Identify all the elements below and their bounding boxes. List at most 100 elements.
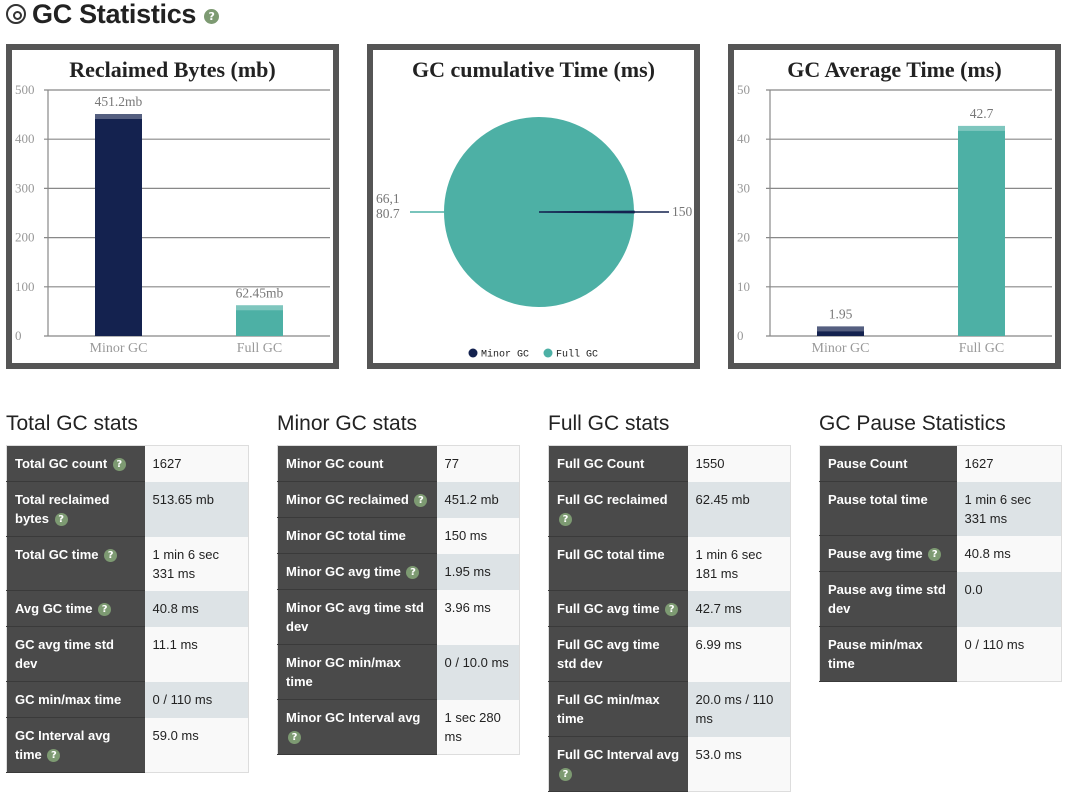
minor-gc-stats-table: Minor GC count 77 Minor GC reclaimed ? 451.… bbox=[277, 445, 520, 755]
stat-key-label: Full GC Interval avg bbox=[557, 747, 680, 762]
stat-key-label: Minor GC min/max time bbox=[286, 655, 401, 689]
chart-title: GC Average Time (ms) bbox=[787, 57, 1001, 82]
stats-row-pause-avg-time-std-dev: Pause avg time std dev 0.0 bbox=[819, 571, 1062, 627]
stat-value: 1 min 6 sec 331 ms bbox=[144, 536, 249, 591]
x-category-label: Minor GC bbox=[90, 341, 148, 356]
stats-row-full-gc-avg-time: Full GC avg time ? 42.7 ms bbox=[548, 590, 791, 627]
help-icon[interactable]: ? bbox=[559, 768, 572, 782]
stats-row-gc-interval-avg-time: GC Interval avg time ? 59.0 ms bbox=[6, 717, 249, 773]
page-title: GC Statistics bbox=[32, 0, 197, 29]
stat-key: Avg GC time ? bbox=[6, 590, 145, 627]
stat-key: Full GC avg time std dev bbox=[548, 626, 688, 682]
reclaimed-bytes-chart: Reclaimed Bytes (mb) 0 100 200 300 400 500 451.… bbox=[6, 44, 339, 369]
stat-key: Total GC time ? bbox=[6, 536, 145, 591]
stat-key: Full GC Count bbox=[548, 445, 688, 482]
bar-highlight bbox=[958, 125, 1005, 131]
chart-svg: GC cumulative Time (ms) 150 66,1 80.7 Minor … bbox=[376, 57, 693, 361]
help-icon[interactable]: ? bbox=[54, 513, 68, 527]
y-tick-label: 300 bbox=[15, 180, 35, 195]
stat-key-label: Pause min/max time bbox=[828, 637, 923, 671]
stat-key-label: Minor GC total time bbox=[286, 528, 406, 543]
stat-key-label: Minor GC avg time std dev bbox=[286, 600, 424, 634]
stat-value: 1.95 ms bbox=[436, 553, 520, 590]
stat-key-label: Pause avg time bbox=[828, 546, 923, 561]
stat-key: Full GC min/max time bbox=[548, 681, 688, 737]
stat-key: Minor GC reclaimed ? bbox=[277, 481, 437, 518]
stat-key-label: Full GC avg time bbox=[557, 601, 660, 616]
stat-key: Total GC count ? bbox=[6, 445, 145, 482]
pie-slice-minor-gc bbox=[538, 210, 635, 214]
y-tick-label: 100 bbox=[15, 279, 35, 294]
bar bbox=[958, 125, 1005, 336]
stat-value: 62.45 mb bbox=[687, 481, 791, 537]
help-icon[interactable]: ? bbox=[288, 731, 301, 745]
pie-label-full-gc: 66,1 80.7 bbox=[376, 191, 400, 221]
gc-cumulative-time-chart: GC cumulative Time (ms) 150 66,1 80.7 Minor … bbox=[367, 44, 700, 369]
y-tick-label: 0 bbox=[737, 328, 744, 343]
stats-row-total-gc-time: Total GC time ? 1 min 6 sec 331 ms bbox=[6, 536, 249, 591]
total-gc-stats-table: Total GC count ? 1627 Total reclaimed byte… bbox=[6, 445, 249, 773]
stats-row-gc-avg-time-std-dev: GC avg time std dev 11.1 ms bbox=[6, 626, 249, 682]
pie-label-minor-gc: 150 bbox=[672, 204, 693, 219]
help-icon[interactable]: ? bbox=[204, 8, 220, 24]
stat-value: 40.8 ms bbox=[144, 590, 249, 627]
stat-value: 59.0 ms bbox=[144, 717, 249, 773]
compass-icon bbox=[6, 4, 26, 24]
help-icon[interactable]: ? bbox=[98, 603, 112, 617]
y-tick-label: 20 bbox=[737, 230, 750, 245]
stat-key: Pause avg time std dev bbox=[819, 571, 957, 627]
gc-average-time-chart: GC Average Time (ms) 0 10 20 30 40 50 1.95 Minor… bbox=[728, 44, 1061, 369]
stat-key-label: Total GC count bbox=[15, 456, 108, 471]
x-category-label: Full GC bbox=[959, 341, 1005, 356]
stat-key-label: Full GC total time bbox=[557, 547, 665, 562]
stat-value: 1 min 6 sec 181 ms bbox=[687, 536, 791, 591]
stats-row-full-gc-count: Full GC Count 1550 bbox=[548, 445, 791, 482]
pie-label-line: 80.7 bbox=[376, 206, 400, 221]
page-header: GC Statistics ? bbox=[6, 0, 220, 29]
gc-pause-stats-title: GC Pause Statistics bbox=[819, 412, 1006, 435]
y-tick-label: 400 bbox=[15, 131, 35, 146]
help-icon[interactable]: ? bbox=[665, 603, 679, 617]
stats-row-full-gc-total-time: Full GC total time 1 min 6 sec 181 ms bbox=[548, 536, 791, 591]
stats-row-full-gc-reclaimed: Full GC reclaimed ? 62.45 mb bbox=[548, 481, 791, 537]
stat-value: 1627 bbox=[144, 445, 249, 482]
stat-key: GC avg time std dev bbox=[6, 626, 145, 682]
help-icon[interactable]: ? bbox=[928, 548, 942, 562]
stats-row-total-reclaimed-bytes: Total reclaimed bytes ? 513.65 mb bbox=[6, 481, 249, 537]
stat-value: 0.0 bbox=[956, 571, 1062, 627]
stat-value: 6.99 ms bbox=[687, 626, 791, 682]
stat-key-label: Minor GC count bbox=[286, 456, 384, 471]
stat-value: 1 sec 280 ms bbox=[436, 699, 520, 755]
stat-key: Minor GC avg time ? bbox=[277, 553, 437, 590]
stat-key-label: Pause Count bbox=[828, 456, 908, 471]
stats-row-gc-min-max-time: GC min/max time 0 / 110 ms bbox=[6, 681, 249, 718]
stat-key: Pause avg time ? bbox=[819, 535, 957, 572]
stats-row-full-gc-min-max-time: Full GC min/max time 20.0 ms / 110 ms bbox=[548, 681, 791, 737]
stat-value: 3.96 ms bbox=[436, 589, 520, 645]
stat-value: 451.2 mb bbox=[436, 481, 520, 518]
help-icon[interactable]: ? bbox=[559, 513, 572, 527]
stat-value: 42.7 ms bbox=[687, 590, 791, 627]
stat-key: Minor GC Interval avg ? bbox=[277, 699, 437, 755]
stat-key-label: Minor GC reclaimed bbox=[286, 492, 409, 507]
stat-key-label: Pause avg time std dev bbox=[828, 582, 946, 616]
legend-label: Full GC bbox=[556, 349, 598, 361]
total-gc-stats-title: Total GC stats bbox=[6, 412, 138, 435]
stat-key-label: Total reclaimed bytes bbox=[15, 492, 110, 526]
stats-row-pause-min-max-time: Pause min/max time 0 / 110 ms bbox=[819, 626, 1062, 682]
bar bbox=[236, 305, 283, 336]
help-icon[interactable]: ? bbox=[112, 458, 126, 472]
help-icon[interactable]: ? bbox=[406, 566, 420, 580]
stat-key: Pause min/max time bbox=[819, 626, 957, 682]
x-category-label: Full GC bbox=[237, 341, 283, 356]
stat-key-label: Full GC min/max time bbox=[557, 692, 660, 726]
help-icon[interactable]: ? bbox=[47, 749, 61, 763]
help-icon[interactable]: ? bbox=[414, 494, 428, 508]
stat-key-label: GC avg time std dev bbox=[15, 637, 114, 671]
stat-value: 40.8 ms bbox=[956, 535, 1062, 572]
stats-row-minor-gc-avg-time: Minor GC avg time ? 1.95 ms bbox=[277, 553, 520, 590]
bar-highlight bbox=[817, 326, 864, 332]
stat-key: Full GC avg time ? bbox=[548, 590, 688, 627]
help-icon[interactable]: ? bbox=[104, 549, 118, 563]
y-tick-label: 40 bbox=[737, 131, 750, 146]
